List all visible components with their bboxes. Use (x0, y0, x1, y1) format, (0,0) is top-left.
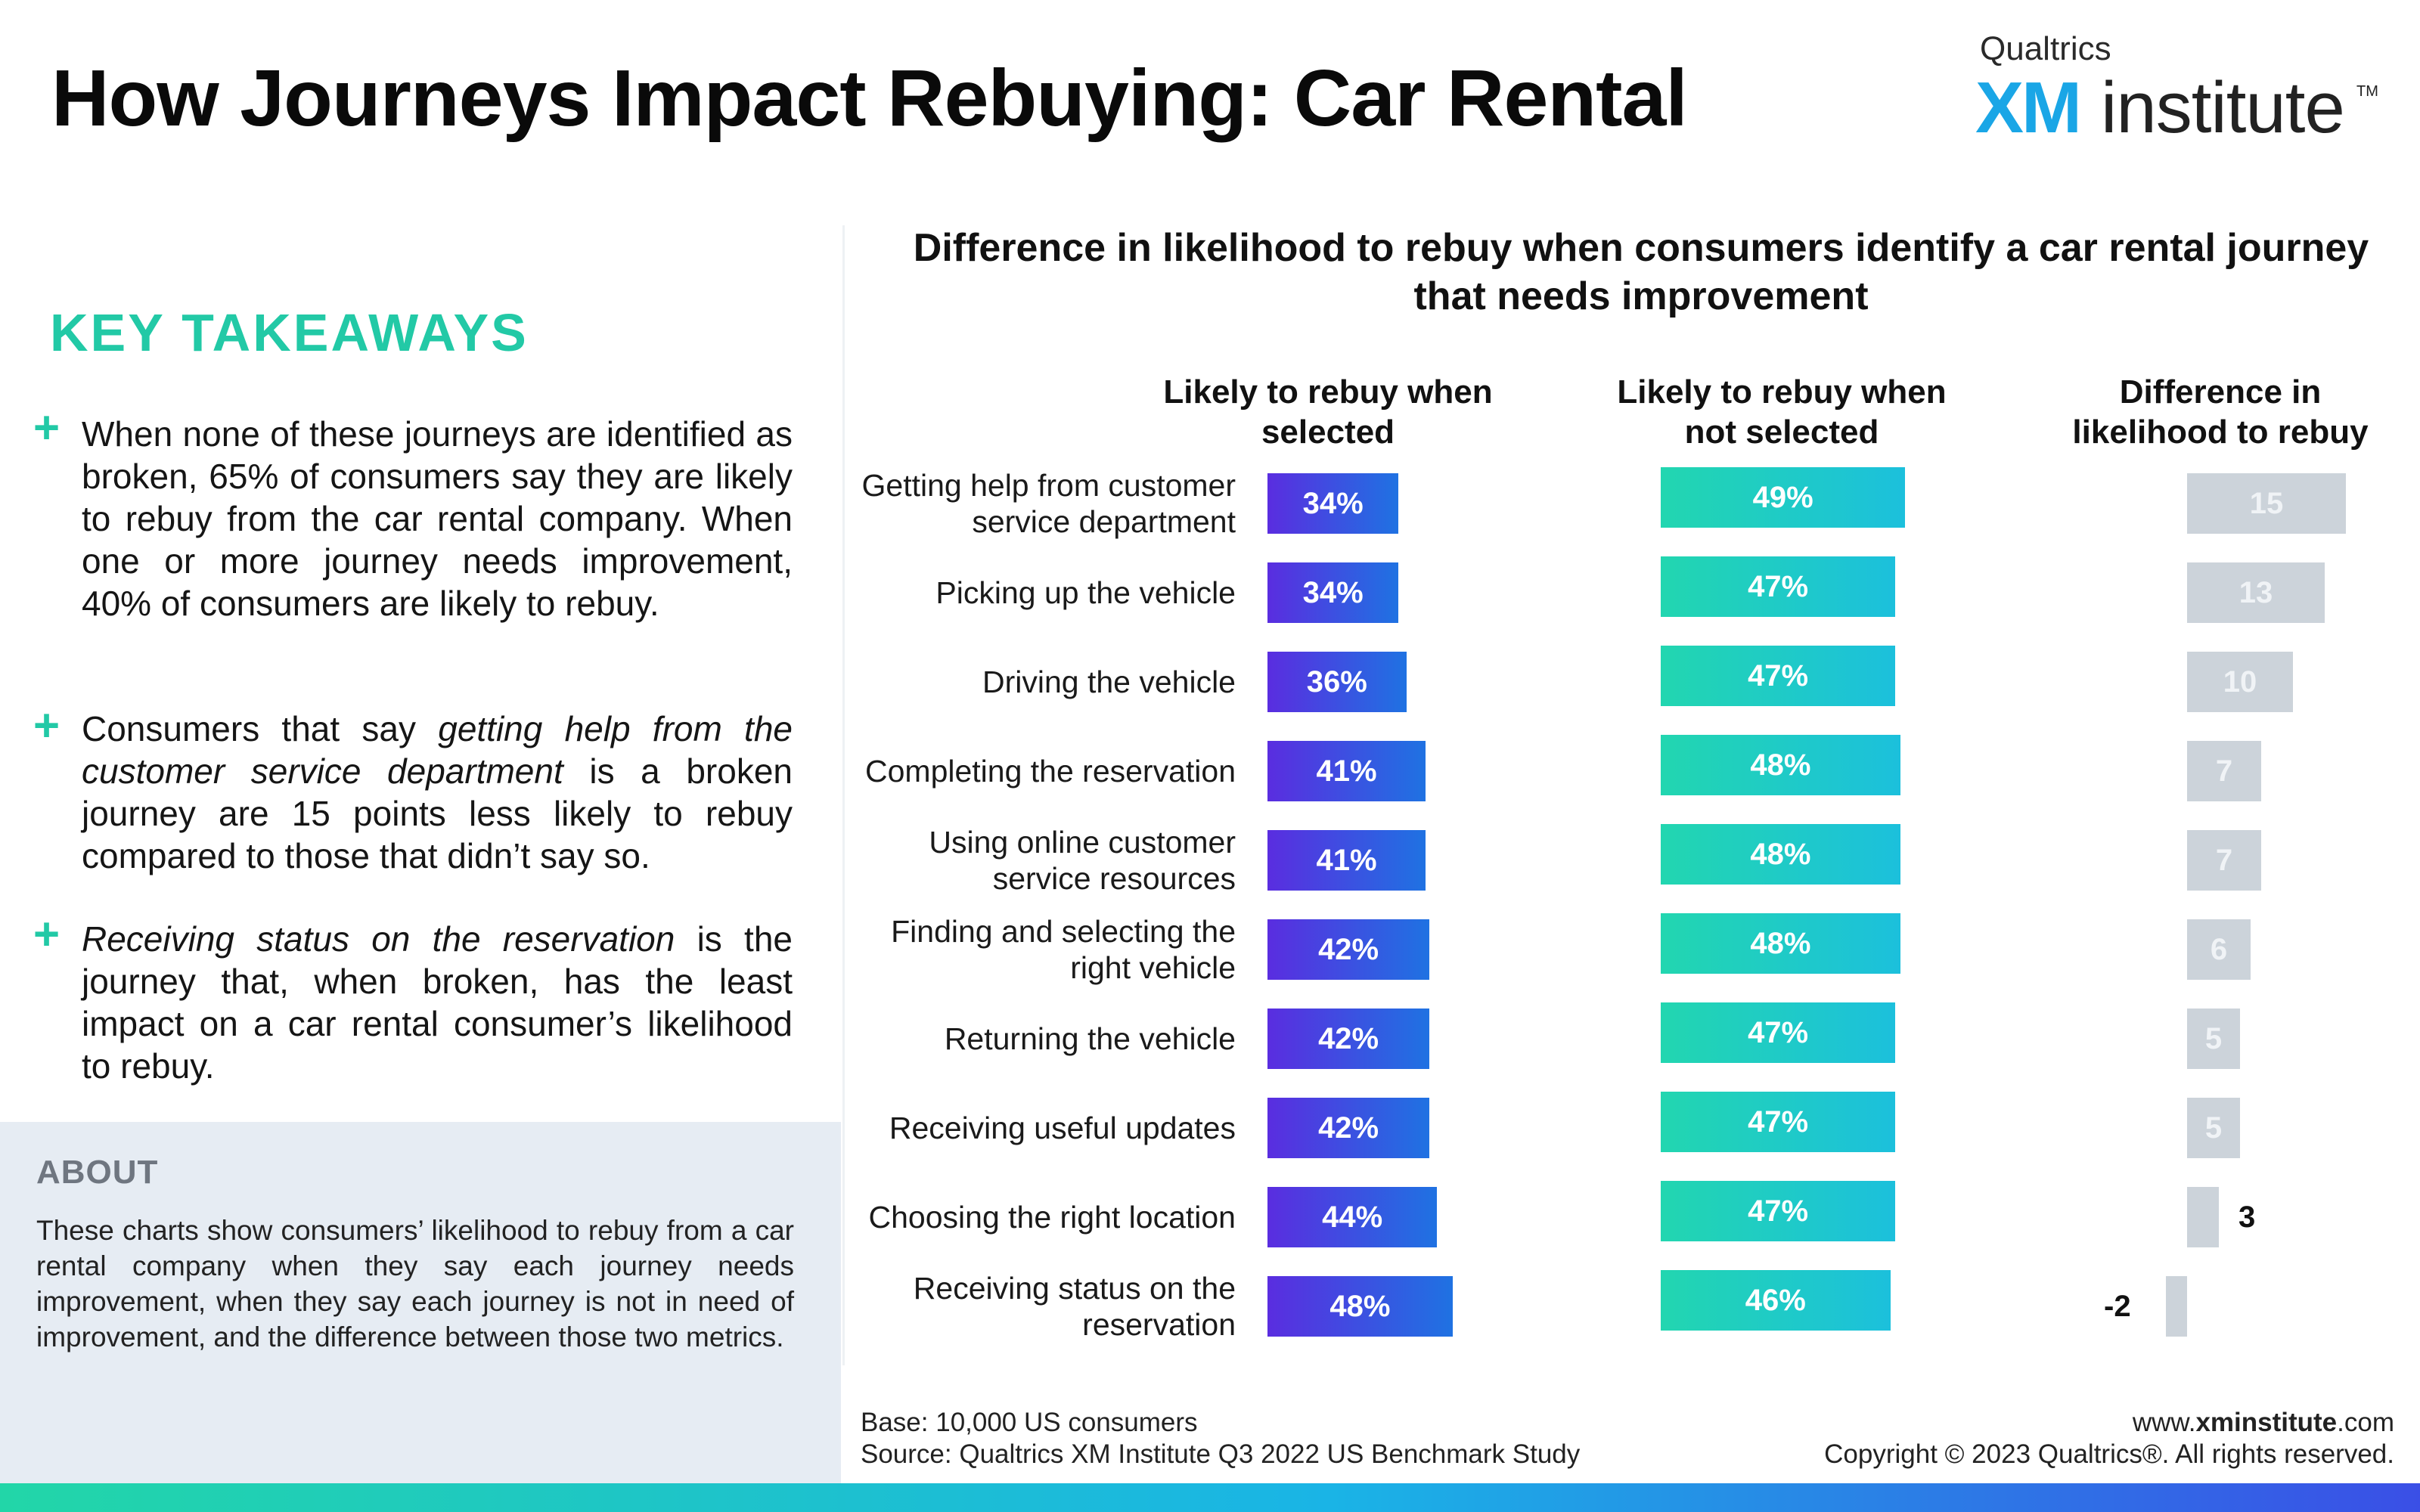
bar: 36% (1267, 652, 1407, 712)
footer-base-note: Base: 10,000 US consumers (861, 1408, 1198, 1437)
bar: 6 (2187, 919, 2251, 980)
bar: 47% (1661, 1002, 1896, 1063)
bar: 5 (2187, 1009, 2240, 1069)
category-label: Driving the vehicle (838, 664, 1236, 700)
chart-title: Difference in likelihood to rebuy when c… (913, 226, 2369, 318)
bar: 49% (1661, 467, 1906, 528)
series-header: Likely to rebuy when not selected (1585, 372, 1978, 452)
series-header: Difference in likelihood to rebuy (2039, 372, 2402, 452)
brand-xm-logo: XM (1975, 67, 2082, 148)
category-label-line: Picking up the vehicle (935, 575, 1236, 610)
footer-source-note: Source: Qualtrics XM Institute Q3 2022 U… (861, 1439, 1581, 1469)
bar (2187, 1187, 2219, 1247)
category-label-line: Receiving status on the (913, 1271, 1236, 1306)
bar: 42% (1267, 919, 1430, 980)
category-label-line: Choosing the right location (868, 1200, 1236, 1235)
bar: 34% (1267, 473, 1399, 534)
bar: 41% (1267, 830, 1426, 891)
bar: 15 (2187, 473, 2346, 534)
series-header-line: selected (1261, 414, 1395, 451)
bar: 34% (1267, 562, 1399, 623)
bar: 5 (2187, 1098, 2240, 1158)
takeaway-text-post: is a broken journey are 15 points less l… (82, 751, 793, 875)
plus-icon: + (33, 700, 60, 751)
category-label-line: Finding and selecting the (891, 914, 1236, 949)
category-label: Receiving status on the reservation (838, 1270, 1236, 1343)
category-label: Returning the vehicle (838, 1021, 1236, 1057)
category-label: Finding and selecting the right vehicle (838, 913, 1236, 986)
category-label-line: Getting help from customer (861, 468, 1236, 503)
series-header-line: Difference in (2119, 373, 2322, 411)
about-panel (0, 1122, 841, 1483)
page-title: How Journeys Impact Rebuying: Car Rental (51, 54, 1688, 143)
category-label: Choosing the right location (838, 1199, 1236, 1235)
bar: 13 (2187, 562, 2325, 623)
bar: 42% (1267, 1009, 1430, 1069)
bar: 7 (2187, 741, 2261, 801)
category-label-line: service department (972, 504, 1236, 539)
bar: 42% (1267, 1098, 1430, 1158)
category-label: Receiving useful updates (838, 1110, 1236, 1146)
series-header-line: likelihood to rebuy (2072, 414, 2369, 451)
category-label-line: Receiving useful updates (889, 1111, 1236, 1145)
series-header-line: not selected (1684, 414, 1879, 451)
data-label: 3 (2238, 1201, 2256, 1234)
about-heading: ABOUT (36, 1154, 159, 1191)
category-label-line: service resources (992, 861, 1236, 896)
takeaway-item-1: When none of these journeys are identifi… (82, 413, 793, 624)
category-label-line: reservation (1082, 1307, 1236, 1342)
plus-icon: + (33, 402, 60, 453)
category-label: Using online customer service resources (838, 824, 1236, 897)
brand-institute-text: institute (2101, 67, 2345, 148)
about-text: These charts show consumers’ likelihood … (36, 1215, 794, 1352)
category-label-line: Using online customer (929, 825, 1236, 860)
takeaway-text-emphasis: getting help from the customer service d… (82, 709, 793, 791)
bar: 10 (2187, 652, 2293, 712)
takeaway-item-3: Receiving status on the reservation is t… (82, 918, 793, 1087)
plus-icon: + (33, 909, 60, 959)
category-label-line: Completing the reservation (865, 754, 1236, 789)
site-suffix: .com (2337, 1408, 2394, 1437)
series-header-line: Likely to rebuy when (1617, 373, 1947, 411)
trademark-mark: TM (2356, 83, 2378, 100)
key-takeaways-heading: KEY TAKEAWAYS (50, 303, 529, 362)
brand-qualtrics-text: Qualtrics (1980, 30, 2111, 67)
category-label-line: Driving the vehicle (982, 665, 1236, 699)
bar: 47% (1661, 1092, 1896, 1152)
series-header: Likely to rebuy when selected (1131, 372, 1525, 452)
bar (2166, 1276, 2187, 1337)
series-header-line: Likely to rebuy when (1163, 373, 1493, 411)
category-label-line: Returning the vehicle (944, 1021, 1236, 1056)
bar: 48% (1267, 1276, 1453, 1337)
site-domain: xminstitute (2195, 1408, 2338, 1437)
bar: 41% (1267, 741, 1426, 801)
bar: 48% (1661, 824, 1900, 885)
takeaway-text-pre: Consumers that say (82, 709, 439, 748)
bar: 47% (1661, 556, 1896, 617)
takeaway-text: When none of these journeys are identifi… (82, 414, 793, 623)
bar: 44% (1267, 1187, 1438, 1247)
bar: 48% (1661, 735, 1900, 795)
takeaway-text-emphasis: Receiving status on the reservation (82, 919, 675, 959)
data-label: -2 (2104, 1290, 2131, 1323)
vertical-divider (842, 225, 845, 1365)
category-label: Getting help from customer service depart… (838, 467, 1236, 540)
footer-copyright: Copyright © 2023 Qualtrics®. All rights … (1824, 1439, 2394, 1469)
takeaway-text-post: is the journey that, when broken, has th… (82, 919, 793, 1086)
footer-website-link[interactable]: www.xminstitute.com (2133, 1408, 2394, 1438)
category-label: Picking up the vehicle (838, 575, 1236, 611)
bottom-gradient-band (0, 1483, 2420, 1512)
bar: 7 (2187, 830, 2261, 891)
category-label: Completing the reservation (838, 753, 1236, 789)
bar: 48% (1661, 913, 1900, 974)
bar: 47% (1661, 646, 1896, 706)
site-prefix: www. (2132, 1408, 2196, 1437)
bar: 47% (1661, 1181, 1896, 1241)
bar: 46% (1661, 1270, 1891, 1331)
category-label-line: right vehicle (1070, 950, 1236, 985)
takeaway-item-2: Consumers that say getting help from the… (82, 708, 793, 877)
